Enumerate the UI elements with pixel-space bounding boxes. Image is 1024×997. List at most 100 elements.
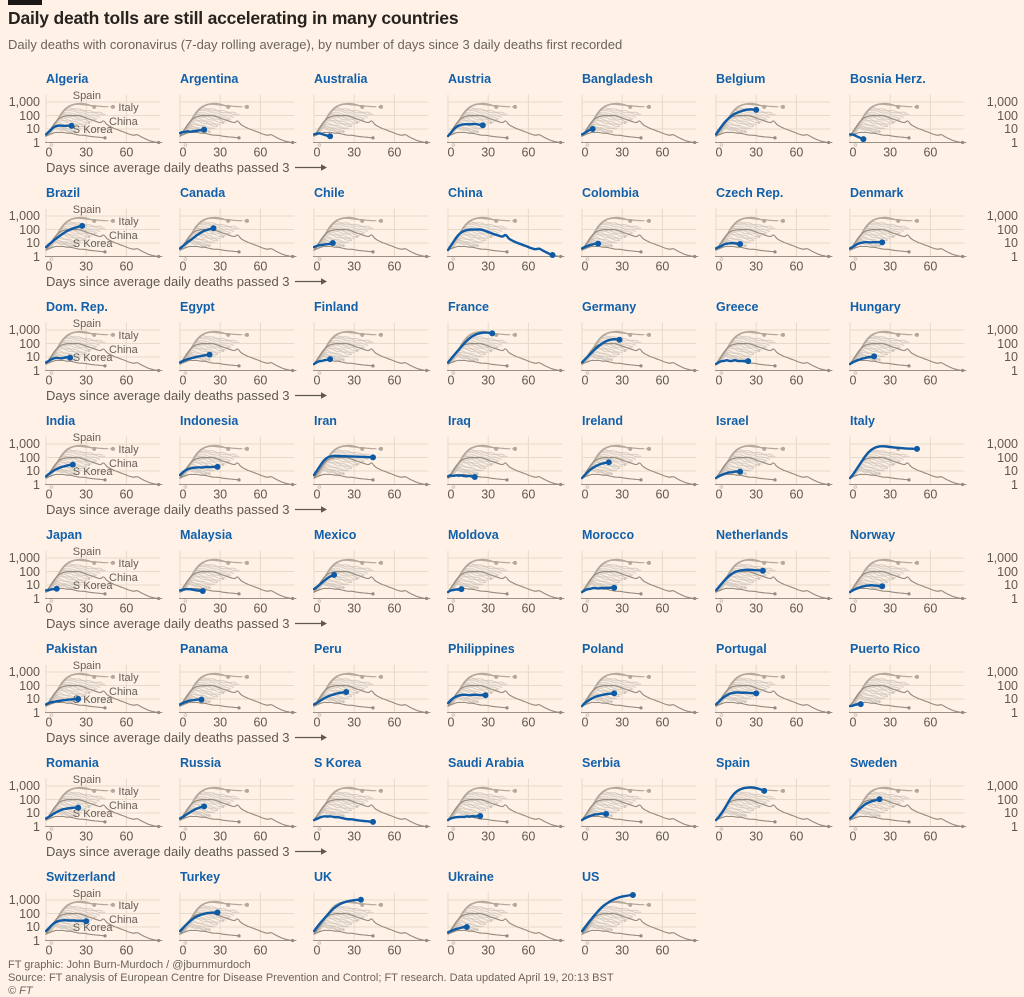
x-axis-tick: 30 bbox=[749, 374, 763, 388]
annotation-china: China bbox=[109, 914, 139, 926]
annotation-spain: Spain bbox=[73, 318, 101, 330]
country-label: Saudi Arabia bbox=[448, 756, 524, 770]
x-axis-tick: 30 bbox=[347, 830, 361, 844]
annotation-china: China bbox=[109, 686, 139, 698]
country-label: Iran bbox=[314, 414, 337, 428]
x-axis-tick: 60 bbox=[119, 944, 133, 958]
x-axis-label: Days since average daily deaths passed 3 bbox=[46, 160, 329, 175]
annotation-italy: Italy bbox=[118, 444, 139, 456]
chart-row: 1,000 100 10 1 1,000 100 10 1 Japan Spain Italy Chi… bbox=[0, 528, 1024, 642]
country-panel: Puerto Rico 0 30 60 bbox=[849, 642, 983, 744]
x-axis-tick: 60 bbox=[789, 830, 803, 844]
x-axis-tick: 0 bbox=[180, 374, 187, 388]
y-axis-tick: 100 bbox=[19, 906, 40, 921]
mini-chart: 0 30 60 bbox=[447, 94, 565, 160]
mini-chart: 0 30 60 bbox=[447, 550, 565, 616]
y-axis-tick: 1,000 bbox=[986, 779, 1018, 793]
x-axis-tick: 60 bbox=[387, 374, 401, 388]
x-axis-tick: 60 bbox=[521, 488, 535, 502]
x-axis-tick: 0 bbox=[314, 488, 321, 502]
chart-row: 1,000 100 10 1 1,000 100 10 1 Romania Spain Italy C… bbox=[0, 756, 1024, 870]
country-panel: Bangladesh 0 30 60 bbox=[581, 72, 715, 174]
mini-chart: 0 30 60 bbox=[715, 778, 833, 844]
x-axis-tick: 60 bbox=[387, 830, 401, 844]
annotation-china: China bbox=[109, 116, 139, 128]
annotation-italy: Italy bbox=[118, 900, 139, 912]
x-axis-tick: 30 bbox=[481, 374, 495, 388]
y-axis-tick: 100 bbox=[19, 336, 40, 351]
x-axis-tick: 30 bbox=[347, 260, 361, 274]
y-axis-tick: 1 bbox=[33, 705, 40, 720]
mini-chart: 0 30 60 bbox=[715, 550, 833, 616]
annotation-china: China bbox=[109, 458, 139, 470]
x-axis-tick: 0 bbox=[582, 260, 589, 274]
mini-chart: 0 30 60 bbox=[313, 322, 431, 388]
x-axis-tick: 0 bbox=[314, 260, 321, 274]
x-axis-tick: 0 bbox=[46, 488, 53, 502]
x-axis-tick: 60 bbox=[923, 146, 937, 160]
country-label: Denmark bbox=[850, 186, 904, 200]
country-panel: Australia 0 30 60 bbox=[313, 72, 447, 174]
country-label: Serbia bbox=[582, 756, 621, 770]
x-axis-tick: 60 bbox=[387, 488, 401, 502]
x-axis-tick: 60 bbox=[789, 374, 803, 388]
x-axis-tick: 60 bbox=[655, 374, 669, 388]
x-axis-tick: 0 bbox=[314, 146, 321, 160]
y-axis-tick: 1 bbox=[33, 135, 40, 150]
country-label: S Korea bbox=[314, 756, 362, 770]
x-axis-tick: 30 bbox=[749, 716, 763, 730]
x-axis-tick: 60 bbox=[521, 260, 535, 274]
x-axis-tick: 30 bbox=[347, 602, 361, 616]
x-axis-tick: 60 bbox=[119, 602, 133, 616]
country-panel: Sweden 0 30 60 bbox=[849, 756, 983, 858]
x-axis-tick: 30 bbox=[615, 488, 629, 502]
y-axis-tick: 10 bbox=[1004, 464, 1018, 478]
x-axis-tick: 0 bbox=[46, 260, 53, 274]
x-axis-tick: 0 bbox=[46, 830, 53, 844]
mini-chart: 0 30 60 bbox=[179, 892, 297, 958]
country-label: Malaysia bbox=[180, 528, 233, 542]
x-axis-tick: 0 bbox=[582, 146, 589, 160]
x-axis-tick: 30 bbox=[213, 260, 227, 274]
y-axis-tick: 100 bbox=[19, 222, 40, 237]
footer-copyright: © FT bbox=[8, 985, 33, 997]
y-axis-tick: 1,000 bbox=[8, 779, 40, 793]
country-label: Ireland bbox=[582, 414, 623, 428]
x-axis-tick: 0 bbox=[448, 260, 455, 274]
mini-chart: 0 30 60 bbox=[849, 550, 967, 616]
country-panel: Serbia 0 30 60 bbox=[581, 756, 715, 858]
x-axis-tick: 60 bbox=[923, 488, 937, 502]
mini-chart: 0 30 60 bbox=[581, 664, 699, 730]
mini-chart: 0 30 60 bbox=[581, 778, 699, 844]
y-axis-tick: 100 bbox=[997, 336, 1018, 351]
x-axis-tick: 60 bbox=[655, 602, 669, 616]
arrow-right-icon bbox=[294, 848, 327, 855]
y-axis-tick: 1 bbox=[1011, 135, 1018, 150]
x-axis-tick: 60 bbox=[119, 146, 133, 160]
x-axis-label-text: Days since average daily deaths passed 3 bbox=[46, 274, 290, 289]
arrow-right-icon bbox=[294, 620, 327, 627]
y-axis-tick: 10 bbox=[26, 920, 40, 934]
country-label: Norway bbox=[850, 528, 896, 542]
annotation-italy: Italy bbox=[118, 330, 139, 342]
annotation-spain: Spain bbox=[73, 546, 101, 558]
country-panel: Hungary 0 30 60 bbox=[849, 300, 983, 402]
x-axis-tick: 0 bbox=[448, 146, 455, 160]
x-axis-tick: 30 bbox=[213, 488, 227, 502]
x-axis-tick: 30 bbox=[883, 260, 897, 274]
x-axis-label: Days since average daily deaths passed 3 bbox=[46, 730, 329, 745]
annotation-china: China bbox=[109, 800, 139, 812]
mini-chart: 0 30 60 bbox=[313, 778, 431, 844]
country-panel: Switzerland Spain Italy China S Korea 0 30 60 bbox=[45, 870, 179, 972]
mini-chart: 0 30 60 bbox=[447, 892, 565, 958]
y-axis-tick: 1,000 bbox=[8, 323, 40, 337]
y-axis-tick: 1,000 bbox=[8, 551, 40, 565]
y-axis-tick: 10 bbox=[26, 806, 40, 820]
mini-chart: 0 30 60 bbox=[715, 208, 833, 274]
country-panel: Pakistan Spain Italy China S Korea 0 30 60 bbox=[45, 642, 179, 744]
country-label: Argentina bbox=[180, 72, 239, 86]
country-panel: Philippines 0 30 60 bbox=[447, 642, 581, 744]
x-axis-tick: 0 bbox=[180, 146, 187, 160]
y-axis-tick: 1,000 bbox=[8, 437, 40, 451]
